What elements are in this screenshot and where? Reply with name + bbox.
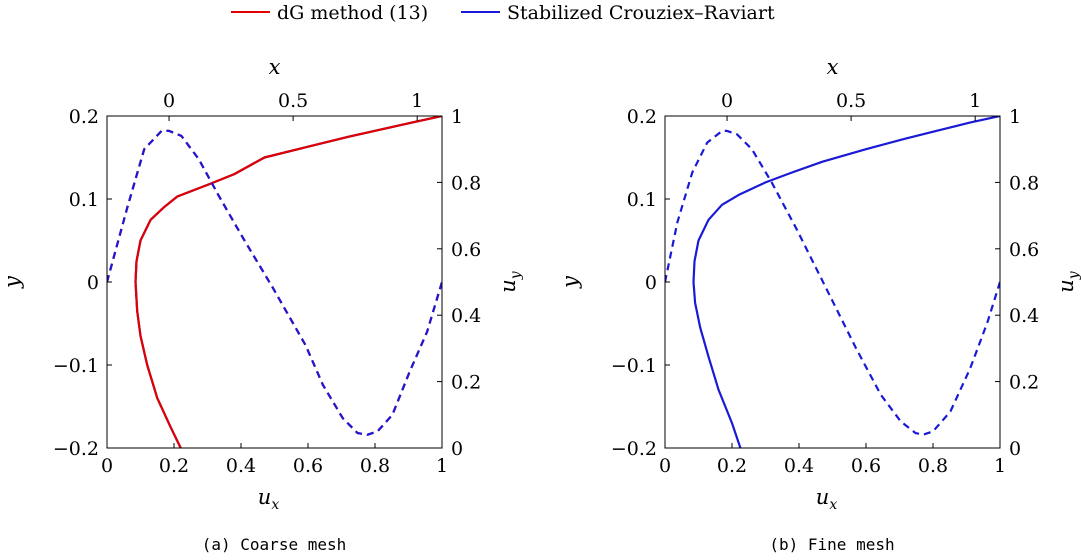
legend-label: Stabilized Crouziex–Raviart [507, 2, 775, 24]
panels: 0 0.2 0.4 0.6 0.8 1−0.2−0.100.10.20 0.5 100.20.… [0, 55, 1081, 554]
y-tick-label: −0.2 [53, 438, 99, 460]
series-line-dashed [665, 129, 1000, 436]
x2-tick-label: 1 [969, 90, 981, 112]
x-axis-label: ux [258, 485, 280, 513]
y2-tick-label: 0.6 [1009, 239, 1039, 261]
y-tick-label: −0.1 [611, 355, 657, 377]
y2-tick-label: 1 [1009, 106, 1021, 128]
y-tick-label: 0.2 [69, 106, 99, 128]
x-axis-label-sub: x [271, 497, 279, 513]
x2-axis-label: x [269, 55, 281, 79]
y2-tick-label: 0.6 [451, 239, 481, 261]
x2-tick-label: 0 [163, 90, 175, 112]
y2-axis-label-main: u [1054, 279, 1078, 293]
y-axis-label: y [0, 275, 24, 289]
series-line [134, 116, 442, 448]
y-tick-label: 0.1 [69, 189, 99, 211]
x-tick-label: 0.4 [784, 455, 814, 477]
series-group [665, 116, 1000, 448]
y-tick-label: 0 [645, 272, 657, 294]
plot-frame [664, 115, 1001, 449]
y-tick-label: 0 [87, 272, 99, 294]
y2-tick-label: 0.4 [1009, 305, 1039, 327]
legend-entry: Stabilized Crouziex–Raviart [461, 2, 775, 24]
x-tick-label: 0.2 [717, 455, 747, 477]
x2-axis-label: x [827, 55, 839, 79]
y2-tick-label: 0 [1009, 438, 1021, 460]
x-tick-label: 0 [659, 455, 671, 477]
x-tick-label: 0.8 [918, 455, 948, 477]
x2-tick-label: 0 [721, 90, 733, 112]
x-tick-label: 0.6 [293, 455, 323, 477]
subfigure-caption: (b) Fine mesh [769, 535, 894, 554]
series-line [692, 116, 1000, 448]
y-axis-label: y [558, 275, 582, 289]
x-axis-label-main: u [258, 485, 272, 509]
subfigure-caption: (a) Coarse mesh [202, 535, 347, 554]
x2-tick-label: 0.5 [278, 90, 308, 112]
y2-axis-label: uy [1054, 270, 1081, 293]
x-tick-label: 1 [994, 455, 1006, 477]
y2-tick-label: 0.8 [451, 172, 481, 194]
x-axis-label: ux [816, 485, 838, 513]
legend-entry: dG method (13) [231, 2, 428, 24]
y-tick-label: 0.2 [627, 106, 657, 128]
x-axis-label-sub: x [829, 497, 837, 513]
series-line-dashed [107, 129, 442, 436]
chart-panel: 0 0.2 0.4 0.6 0.8 1−0.2−0.100.10.20 0.5 100.20.… [558, 55, 1081, 554]
y2-tick-label: 0 [451, 438, 463, 460]
y-tick-label: −0.2 [611, 438, 657, 460]
x-tick-label: 0.8 [360, 455, 390, 477]
chart-panel: 0 0.2 0.4 0.6 0.8 1−0.2−0.100.10.20 0.5 100.20.… [0, 55, 524, 554]
y2-tick-label: 0.2 [1009, 372, 1039, 394]
series-group [107, 116, 442, 448]
x2-tick-label: 0.5 [836, 90, 866, 112]
y2-tick-label: 0.2 [451, 372, 481, 394]
y2-tick-label: 0.4 [451, 305, 481, 327]
x-tick-label: 1 [436, 455, 448, 477]
y2-axis-label-sub: y [1066, 270, 1081, 280]
y-tick-label: 0.1 [627, 189, 657, 211]
x-tick-label: 0.4 [226, 455, 256, 477]
x-axis-label-main: u [816, 485, 830, 509]
x-tick-label: 0 [101, 455, 113, 477]
series-line-dashed [107, 129, 442, 436]
x-tick-label: 0.6 [851, 455, 881, 477]
y2-axis-label: uy [496, 270, 524, 293]
x-tick-label: 0.2 [159, 455, 189, 477]
legend-label: dG method (13) [277, 2, 428, 24]
y2-tick-label: 0.8 [1009, 172, 1039, 194]
x2-tick-label: 1 [411, 90, 423, 112]
series-line [134, 116, 442, 448]
y-tick-label: −0.1 [53, 355, 99, 377]
y2-axis-label-main: u [496, 279, 520, 293]
y2-tick-label: 1 [451, 106, 463, 128]
legend: dG method (13) Stabilized Crouziex–Raviar… [231, 2, 775, 24]
y2-axis-label-sub: y [508, 270, 524, 280]
